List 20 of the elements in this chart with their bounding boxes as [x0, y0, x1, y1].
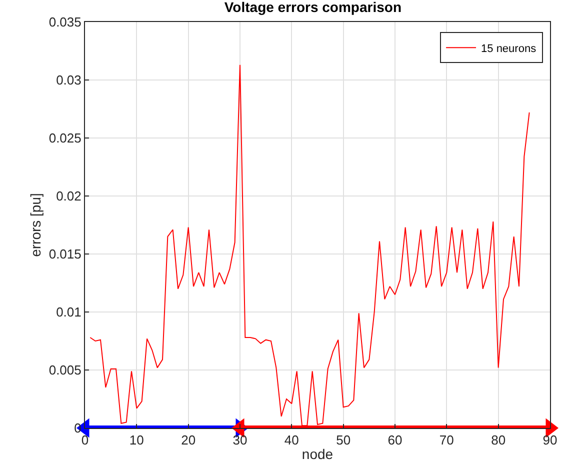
y-axis-title: errors [pu]	[27, 193, 44, 257]
x-tick-label: 10	[129, 432, 144, 448]
y-tick-label: 0.005	[48, 362, 82, 378]
x-axis-title: node	[302, 446, 334, 462]
y-tick-label: 0.035	[48, 14, 82, 30]
y-tick-label: 0.025	[48, 130, 82, 146]
y-tick-label: 0.01	[56, 304, 82, 320]
x-tick-label: 30	[232, 432, 248, 448]
legend-label: 15 neurons	[481, 42, 537, 55]
y-tick-label: 0.02	[56, 188, 82, 204]
y-tick-label: 0.015	[48, 246, 82, 262]
chart-title: Voltage errors comparison	[224, 0, 402, 16]
x-tick-label: 50	[336, 432, 351, 448]
x-tick-label: 20	[181, 432, 196, 448]
x-tick-label: 80	[491, 432, 506, 448]
x-tick-label: 70	[439, 432, 454, 448]
x-tick-label: 40	[284, 432, 299, 448]
x-tick-label: 90	[542, 432, 558, 448]
x-tick-label: 60	[388, 432, 402, 448]
y-tick-label: 0.03	[56, 72, 82, 88]
